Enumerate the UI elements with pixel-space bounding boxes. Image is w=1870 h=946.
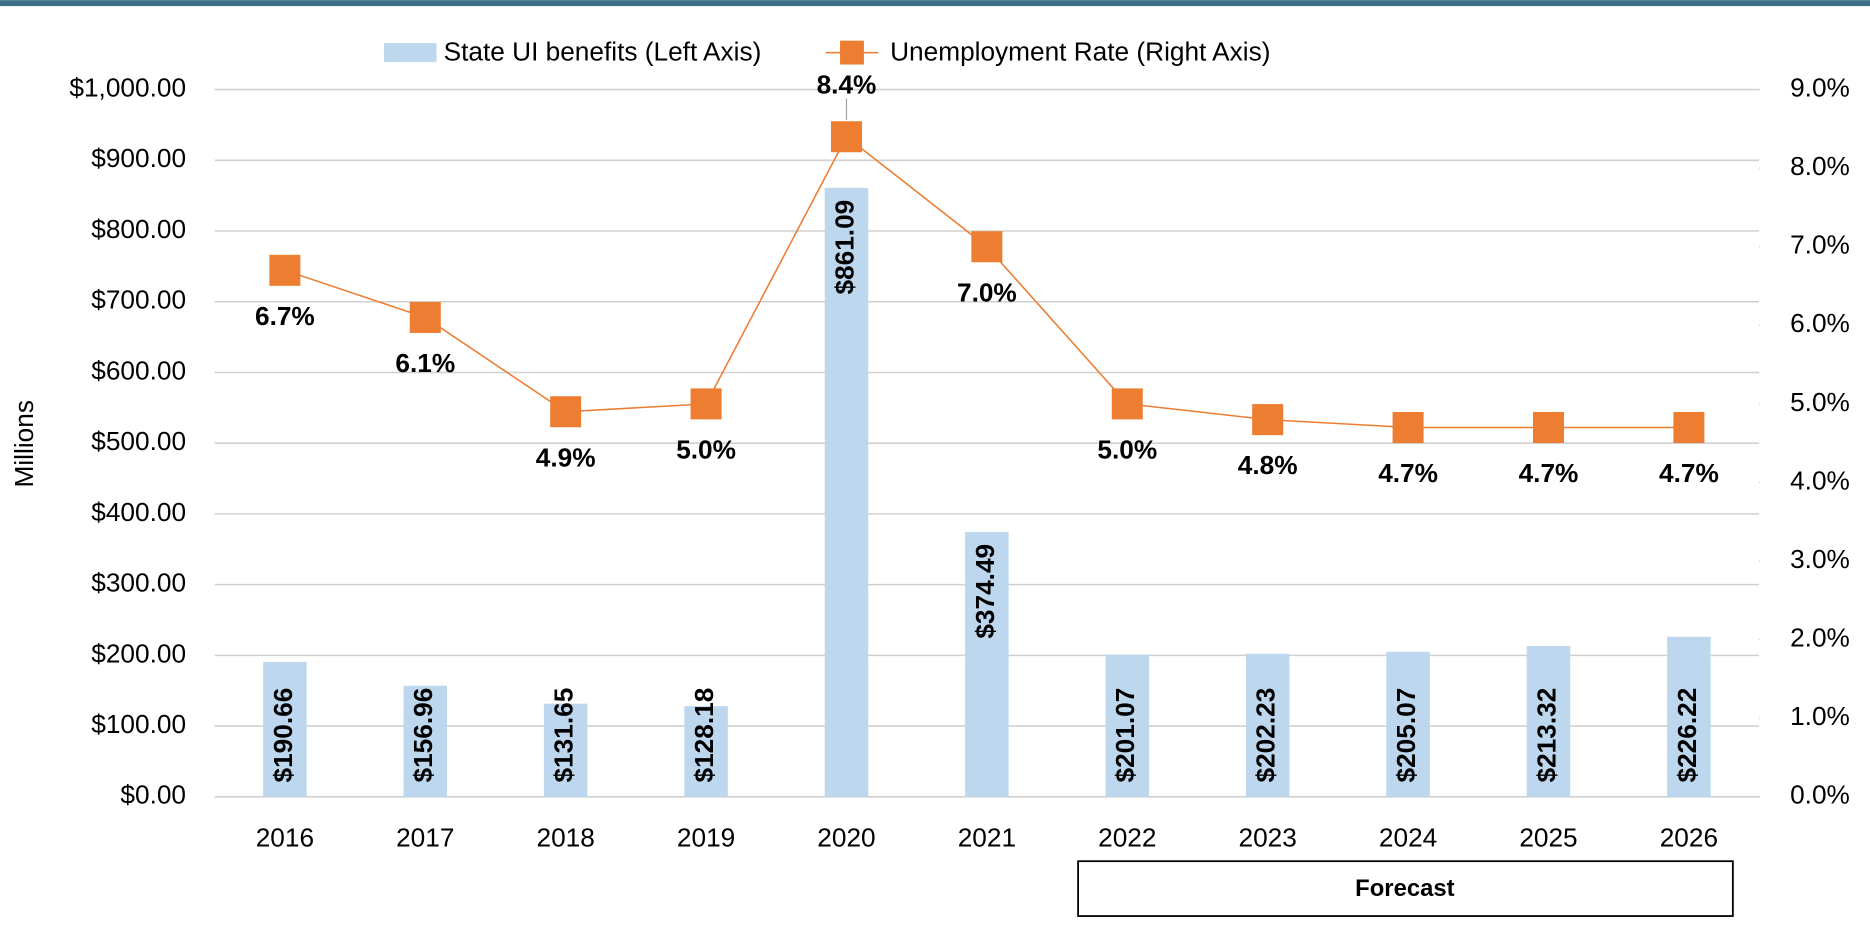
line-value-label: 4.7% bbox=[1378, 458, 1438, 488]
line-marker bbox=[690, 388, 722, 420]
x-tick-label: 2021 bbox=[958, 823, 1016, 853]
line-marker bbox=[1252, 404, 1284, 436]
y2-tick-label: 1.0% bbox=[1790, 701, 1850, 731]
line-marker bbox=[1392, 411, 1424, 443]
line-marker bbox=[269, 254, 301, 286]
y-tick-label: $500.00 bbox=[91, 426, 186, 456]
y-tick-label: $1,000.00 bbox=[69, 73, 186, 103]
line-value-label: 6.1% bbox=[395, 348, 455, 378]
legend-swatch-marker bbox=[840, 40, 864, 65]
y2-tick-label: 5.0% bbox=[1790, 387, 1850, 417]
y-tick-label: $800.00 bbox=[91, 214, 186, 244]
bar bbox=[1667, 636, 1711, 797]
line-value-label: 7.0% bbox=[957, 277, 1017, 307]
bar bbox=[684, 706, 728, 797]
x-tick-label: 2023 bbox=[1239, 823, 1297, 853]
line-marker bbox=[1532, 411, 1564, 443]
bar-value-label: $226.22 bbox=[1672, 688, 1702, 783]
y2-tick-label: 7.0% bbox=[1790, 230, 1850, 260]
bar bbox=[1386, 651, 1430, 797]
top-border bbox=[0, 0, 1870, 7]
bar-value-label: $205.07 bbox=[1391, 688, 1421, 783]
y2-tick-label: 2.0% bbox=[1790, 623, 1850, 653]
y-tick-label: $200.00 bbox=[91, 638, 186, 668]
forecast-label: Forecast bbox=[1355, 875, 1454, 902]
x-tick-label: 2022 bbox=[1098, 823, 1156, 853]
y2-tick-label: 0.0% bbox=[1790, 780, 1850, 810]
bar-value-label: $156.96 bbox=[408, 688, 438, 783]
forecast-box bbox=[1077, 860, 1734, 917]
bar-value-label: $190.66 bbox=[268, 688, 298, 783]
bar-value-label: $131.65 bbox=[549, 688, 579, 783]
legend-label: State UI benefits (Left Axis) bbox=[444, 37, 762, 67]
y-tick-label: $0.00 bbox=[120, 780, 186, 810]
line-marker bbox=[830, 121, 862, 153]
bar bbox=[824, 187, 869, 797]
bar-value-label: $374.49 bbox=[970, 544, 1000, 639]
bar bbox=[965, 531, 1009, 797]
bar bbox=[263, 661, 307, 797]
x-tick-label: 2020 bbox=[817, 823, 875, 853]
y-tick-label: $100.00 bbox=[91, 709, 186, 739]
x-tick-label: 2016 bbox=[256, 823, 314, 853]
line-marker bbox=[971, 231, 1003, 263]
y2-tick-label: 6.0% bbox=[1790, 308, 1850, 338]
line-value-label: 4.7% bbox=[1659, 458, 1719, 488]
line-value-label: 5.0% bbox=[1097, 435, 1157, 465]
y-tick-label: $700.00 bbox=[91, 285, 186, 315]
line-marker bbox=[409, 301, 441, 333]
line-marker bbox=[1111, 388, 1143, 420]
y2-tick-label: 3.0% bbox=[1790, 544, 1850, 574]
y-tick-label: $400.00 bbox=[91, 497, 186, 527]
x-tick-label: 2018 bbox=[537, 823, 595, 853]
y-axis-title: Millions bbox=[9, 400, 39, 487]
line-value-label: 4.7% bbox=[1519, 458, 1579, 488]
y2-tick-label: 8.0% bbox=[1790, 151, 1850, 181]
bar-value-label: $213.32 bbox=[1531, 688, 1561, 783]
line-marker bbox=[550, 396, 582, 428]
bar bbox=[543, 703, 588, 797]
bar bbox=[1105, 654, 1150, 797]
bar-value-label: $202.23 bbox=[1251, 688, 1281, 783]
line-value-label: 4.8% bbox=[1238, 450, 1298, 480]
bar bbox=[403, 685, 448, 797]
bar-value-label: $861.09 bbox=[829, 200, 859, 295]
y-tick-label: $300.00 bbox=[91, 568, 186, 598]
bar bbox=[1526, 645, 1571, 797]
y2-tick-label: 9.0% bbox=[1790, 73, 1850, 103]
line-value-label: 6.7% bbox=[255, 301, 315, 331]
line-value-label: 5.0% bbox=[676, 435, 736, 465]
y-tick-label: $900.00 bbox=[91, 143, 186, 173]
line-value-label: 4.9% bbox=[536, 442, 596, 472]
line-value-label: 8.4% bbox=[817, 70, 877, 100]
bar-value-label: $128.18 bbox=[689, 688, 719, 783]
y2-tick-label: 4.0% bbox=[1790, 465, 1850, 495]
bar bbox=[1245, 653, 1290, 797]
legend-swatch bbox=[384, 43, 437, 63]
x-tick-label: 2017 bbox=[396, 823, 454, 853]
legend-label: Unemployment Rate (Right Axis) bbox=[890, 37, 1270, 67]
x-tick-label: 2026 bbox=[1660, 823, 1718, 853]
x-tick-label: 2025 bbox=[1519, 823, 1577, 853]
y-tick-label: $600.00 bbox=[91, 355, 186, 385]
bar-value-label: $201.07 bbox=[1110, 688, 1140, 783]
line-marker bbox=[1673, 411, 1705, 443]
x-tick-label: 2024 bbox=[1379, 823, 1437, 853]
x-tick-label: 2019 bbox=[677, 823, 735, 853]
